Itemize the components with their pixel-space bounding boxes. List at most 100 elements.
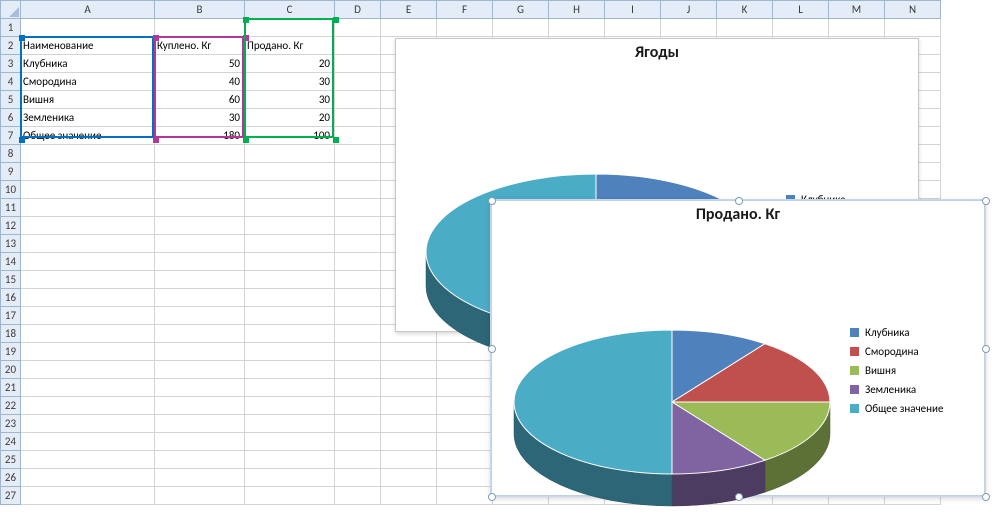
cell-F26[interactable] — [437, 469, 493, 487]
select-all-corner[interactable] — [1, 1, 21, 19]
cell-A3[interactable]: Клубника — [21, 55, 155, 73]
row-header-10[interactable]: 10 — [1, 181, 21, 199]
cell-C12[interactable] — [245, 217, 335, 235]
cell-E24[interactable] — [381, 433, 437, 451]
row-header-17[interactable]: 17 — [1, 307, 21, 325]
cell-F21[interactable] — [437, 379, 493, 397]
row-header-4[interactable]: 4 — [1, 73, 21, 91]
cell-D1[interactable] — [335, 19, 381, 37]
row-header-21[interactable]: 21 — [1, 379, 21, 397]
cell-M1[interactable] — [829, 19, 885, 37]
col-header-I[interactable]: I — [605, 1, 661, 19]
cell-D6[interactable] — [335, 109, 381, 127]
cell-A16[interactable] — [21, 289, 155, 307]
row-header-7[interactable]: 7 — [1, 127, 21, 145]
cell-C22[interactable] — [245, 397, 335, 415]
cell-C11[interactable] — [245, 199, 335, 217]
cell-D7[interactable] — [335, 127, 381, 145]
cell-J1[interactable] — [661, 19, 717, 37]
cell-C26[interactable] — [245, 469, 335, 487]
cell-C23[interactable] — [245, 415, 335, 433]
cell-E26[interactable] — [381, 469, 437, 487]
cell-B11[interactable] — [155, 199, 245, 217]
cell-C27[interactable] — [245, 487, 335, 505]
cell-B8[interactable] — [155, 145, 245, 163]
resize-handle[interactable] — [982, 493, 990, 501]
cell-A25[interactable] — [21, 451, 155, 469]
cell-A20[interactable] — [21, 361, 155, 379]
cell-A10[interactable] — [21, 181, 155, 199]
cell-C14[interactable] — [245, 253, 335, 271]
cell-C15[interactable] — [245, 271, 335, 289]
row-header-5[interactable]: 5 — [1, 91, 21, 109]
cell-C19[interactable] — [245, 343, 335, 361]
col-header-K[interactable]: K — [717, 1, 773, 19]
col-header-G[interactable]: G — [493, 1, 549, 19]
cell-B14[interactable] — [155, 253, 245, 271]
cell-F23[interactable] — [437, 415, 493, 433]
cell-F22[interactable] — [437, 397, 493, 415]
row-header-18[interactable]: 18 — [1, 325, 21, 343]
cell-C21[interactable] — [245, 379, 335, 397]
cell-D3[interactable] — [335, 55, 381, 73]
cell-C9[interactable] — [245, 163, 335, 181]
cell-D15[interactable] — [335, 271, 381, 289]
cell-C20[interactable] — [245, 361, 335, 379]
row-header-2[interactable]: 2 — [1, 37, 21, 55]
cell-B17[interactable] — [155, 307, 245, 325]
row-header-24[interactable]: 24 — [1, 433, 21, 451]
cell-A1[interactable] — [21, 19, 155, 37]
cell-A2[interactable]: Наименование — [21, 37, 155, 55]
cell-G1[interactable] — [493, 19, 549, 37]
row-header-11[interactable]: 11 — [1, 199, 21, 217]
cell-B12[interactable] — [155, 217, 245, 235]
cell-C10[interactable] — [245, 181, 335, 199]
cell-E27[interactable] — [381, 487, 437, 505]
row-header-12[interactable]: 12 — [1, 217, 21, 235]
cell-C18[interactable] — [245, 325, 335, 343]
cell-B5[interactable]: 60 — [155, 91, 245, 109]
cell-B9[interactable] — [155, 163, 245, 181]
row-header-6[interactable]: 6 — [1, 109, 21, 127]
cell-B26[interactable] — [155, 469, 245, 487]
cell-D19[interactable] — [335, 343, 381, 361]
row-header-19[interactable]: 19 — [1, 343, 21, 361]
cell-A27[interactable] — [21, 487, 155, 505]
row-header-14[interactable]: 14 — [1, 253, 21, 271]
cell-D13[interactable] — [335, 235, 381, 253]
cell-E21[interactable] — [381, 379, 437, 397]
cell-B4[interactable]: 40 — [155, 73, 245, 91]
cell-D17[interactable] — [335, 307, 381, 325]
cell-A11[interactable] — [21, 199, 155, 217]
resize-handle[interactable] — [982, 197, 990, 205]
resize-handle[interactable] — [982, 345, 990, 353]
cell-H1[interactable] — [549, 19, 605, 37]
col-header-M[interactable]: M — [829, 1, 885, 19]
cell-D22[interactable] — [335, 397, 381, 415]
col-header-H[interactable]: H — [549, 1, 605, 19]
col-header-L[interactable]: L — [773, 1, 829, 19]
cell-A9[interactable] — [21, 163, 155, 181]
cell-C5[interactable]: 30 — [245, 91, 335, 109]
col-header-J[interactable]: J — [661, 1, 717, 19]
cell-B2[interactable]: Куплено. Кг — [155, 37, 245, 55]
cell-D2[interactable] — [335, 37, 381, 55]
col-header-N[interactable]: N — [885, 1, 941, 19]
row-header-26[interactable]: 26 — [1, 469, 21, 487]
cell-N1[interactable] — [885, 19, 941, 37]
col-header-E[interactable]: E — [381, 1, 437, 19]
cell-A12[interactable] — [21, 217, 155, 235]
cell-B22[interactable] — [155, 397, 245, 415]
cell-C3[interactable]: 20 — [245, 55, 335, 73]
cell-A23[interactable] — [21, 415, 155, 433]
cell-D5[interactable] — [335, 91, 381, 109]
cell-C8[interactable] — [245, 145, 335, 163]
resize-handle[interactable] — [735, 197, 743, 205]
cell-B20[interactable] — [155, 361, 245, 379]
cell-A14[interactable] — [21, 253, 155, 271]
resize-handle[interactable] — [488, 345, 496, 353]
cell-C16[interactable] — [245, 289, 335, 307]
cell-L1[interactable] — [773, 19, 829, 37]
cell-B19[interactable] — [155, 343, 245, 361]
cell-B15[interactable] — [155, 271, 245, 289]
